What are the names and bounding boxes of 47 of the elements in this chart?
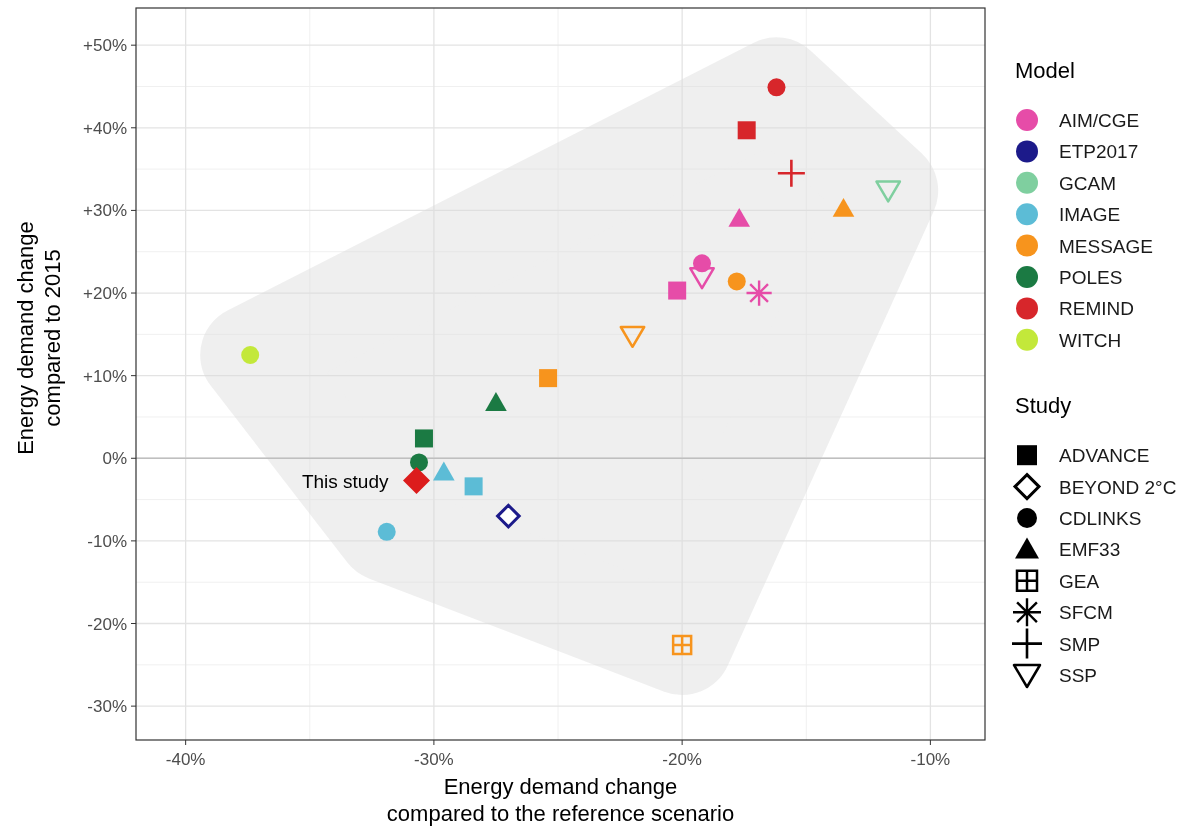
point bbox=[241, 346, 260, 364]
x-axis-title: Energy demand change compared to the reference scenario bbox=[386, 774, 735, 826]
legend-label: GEA bbox=[1059, 570, 1100, 592]
x-tick-label: -20% bbox=[662, 750, 702, 769]
legend-label: POLES bbox=[1059, 267, 1123, 288]
point bbox=[410, 453, 428, 472]
y-tick-label: +20% bbox=[83, 284, 127, 304]
point bbox=[496, 503, 521, 529]
y-tick-label: 0% bbox=[102, 449, 127, 469]
y-tick-label: +50% bbox=[83, 36, 127, 56]
y-tick-label: +10% bbox=[83, 366, 127, 386]
legend-label: MESSAGE bbox=[1059, 235, 1153, 257]
legend-label: IMAGE bbox=[1059, 204, 1121, 226]
legend-label: SSP bbox=[1059, 665, 1098, 686]
point bbox=[832, 197, 855, 217]
legend-label: REMIND bbox=[1059, 298, 1134, 320]
legend-label: ETP2017 bbox=[1059, 141, 1139, 163]
legend-label: WITCH bbox=[1059, 329, 1122, 351]
legend-label: SMP bbox=[1059, 633, 1101, 655]
y-tick-label: +40% bbox=[83, 118, 127, 138]
text: Study bbox=[1015, 393, 1072, 419]
legend-label: EMF33 bbox=[1059, 539, 1121, 561]
point bbox=[728, 207, 751, 227]
point bbox=[767, 78, 786, 97]
legend-label: BEYOND 2°C bbox=[1059, 476, 1177, 498]
point bbox=[671, 634, 693, 656]
point bbox=[875, 180, 902, 203]
y-tick-label: -10% bbox=[87, 531, 127, 551]
point bbox=[414, 429, 433, 448]
legend-label: CDLINKS bbox=[1059, 508, 1142, 529]
legend-label: SFCM bbox=[1059, 602, 1113, 624]
y-tick-label: +30% bbox=[83, 201, 127, 221]
point bbox=[737, 121, 756, 140]
point bbox=[464, 477, 483, 496]
point bbox=[377, 522, 396, 541]
point bbox=[403, 467, 431, 495]
x-tick-label: -30% bbox=[414, 750, 454, 769]
x-tick-label: -40% bbox=[165, 750, 206, 769]
y-axis-title: Energy demand change compared to 2015 bbox=[13, 221, 65, 455]
x-tick-label: -10% bbox=[910, 750, 951, 769]
y-tick-label: -20% bbox=[87, 614, 127, 634]
annotation: This study bbox=[301, 470, 390, 492]
text: Model bbox=[1015, 58, 1075, 83]
y-tick-label: -30% bbox=[87, 697, 127, 717]
legend-label: GCAM bbox=[1059, 172, 1116, 194]
legend-label: AIM/CGE bbox=[1059, 110, 1140, 131]
legend-label: ADVANCE bbox=[1059, 445, 1150, 467]
